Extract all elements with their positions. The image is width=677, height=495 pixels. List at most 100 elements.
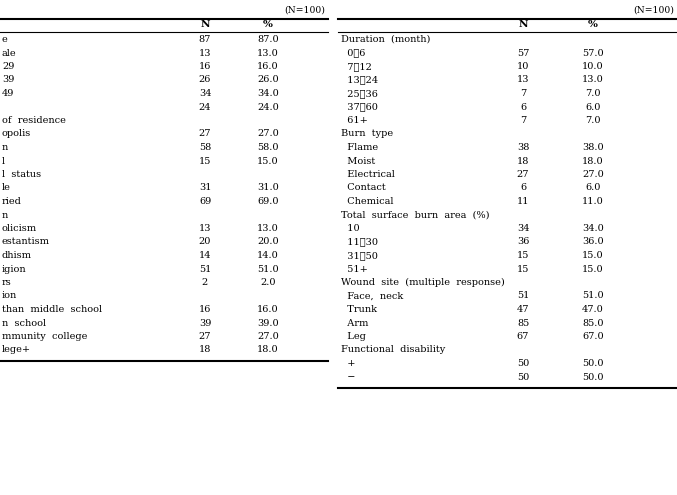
Text: %: %: [588, 20, 598, 29]
Text: 67: 67: [517, 332, 529, 341]
Text: 16: 16: [199, 305, 211, 314]
Text: 14: 14: [199, 251, 211, 260]
Text: 10: 10: [517, 62, 529, 71]
Text: 6: 6: [520, 102, 526, 111]
Text: 7.0: 7.0: [585, 89, 600, 98]
Text: e: e: [2, 35, 7, 44]
Text: 51.0: 51.0: [257, 264, 279, 274]
Text: (N=100): (N=100): [633, 6, 674, 15]
Text: 50: 50: [517, 373, 529, 382]
Text: 6: 6: [520, 184, 526, 193]
Text: 57: 57: [517, 49, 529, 57]
Text: Burn  type: Burn type: [341, 130, 393, 139]
Text: 27.0: 27.0: [582, 170, 604, 179]
Text: rs: rs: [2, 278, 12, 287]
Text: 13: 13: [199, 224, 211, 233]
Text: 69: 69: [199, 197, 211, 206]
Text: opolis: opolis: [2, 130, 31, 139]
Text: 7.0: 7.0: [585, 116, 600, 125]
Text: olicism: olicism: [2, 224, 37, 233]
Text: n  school: n school: [2, 318, 46, 328]
Text: 39.0: 39.0: [257, 318, 279, 328]
Text: Leg: Leg: [341, 332, 366, 341]
Text: 39: 39: [2, 76, 14, 85]
Text: Trunk: Trunk: [341, 305, 377, 314]
Text: than  middle  school: than middle school: [2, 305, 102, 314]
Text: mmunity  college: mmunity college: [2, 332, 87, 341]
Text: 13.0: 13.0: [257, 49, 279, 57]
Text: 20.0: 20.0: [257, 238, 279, 247]
Text: of  residence: of residence: [2, 116, 66, 125]
Text: 10: 10: [341, 224, 359, 233]
Text: 13∾24: 13∾24: [341, 76, 378, 85]
Text: 13: 13: [199, 49, 211, 57]
Text: 10.0: 10.0: [582, 62, 604, 71]
Text: 24: 24: [199, 102, 211, 111]
Text: Arm: Arm: [341, 318, 368, 328]
Text: 7: 7: [520, 116, 526, 125]
Text: 13: 13: [517, 76, 529, 85]
Text: 2: 2: [202, 278, 208, 287]
Text: 29: 29: [2, 62, 14, 71]
Text: 27: 27: [517, 170, 529, 179]
Text: 31∾50: 31∾50: [341, 251, 378, 260]
Text: igion: igion: [2, 264, 26, 274]
Text: 0∾6: 0∾6: [341, 49, 366, 57]
Text: 7: 7: [520, 89, 526, 98]
Text: 85.0: 85.0: [582, 318, 604, 328]
Text: %: %: [263, 20, 273, 29]
Text: 38: 38: [517, 143, 529, 152]
Text: 58.0: 58.0: [257, 143, 279, 152]
Text: n: n: [2, 210, 8, 219]
Text: 11: 11: [517, 197, 529, 206]
Text: 18: 18: [199, 346, 211, 354]
Text: 58: 58: [199, 143, 211, 152]
Text: Electrical: Electrical: [341, 170, 395, 179]
Text: N: N: [519, 20, 528, 29]
Text: ion: ion: [2, 292, 17, 300]
Text: l  status: l status: [2, 170, 41, 179]
Text: +: +: [341, 359, 355, 368]
Text: 34: 34: [517, 224, 529, 233]
Text: 27.0: 27.0: [257, 332, 279, 341]
Text: 69.0: 69.0: [257, 197, 279, 206]
Text: 18: 18: [517, 156, 529, 165]
Text: 20: 20: [199, 238, 211, 247]
Text: lege+: lege+: [2, 346, 31, 354]
Text: le: le: [2, 184, 11, 193]
Text: 85: 85: [517, 318, 529, 328]
Text: 87: 87: [199, 35, 211, 44]
Text: 16: 16: [199, 62, 211, 71]
Text: 34.0: 34.0: [582, 224, 604, 233]
Text: 50.0: 50.0: [582, 359, 604, 368]
Text: Wound  site  (multiple  response): Wound site (multiple response): [341, 278, 505, 287]
Text: Moist: Moist: [341, 156, 375, 165]
Text: 47.0: 47.0: [582, 305, 604, 314]
Text: 18.0: 18.0: [257, 346, 279, 354]
Text: 27: 27: [199, 130, 211, 139]
Text: N: N: [200, 20, 210, 29]
Text: 49: 49: [2, 89, 14, 98]
Text: ale: ale: [2, 49, 17, 57]
Text: 6.0: 6.0: [586, 184, 600, 193]
Text: 15.0: 15.0: [582, 264, 604, 274]
Text: ried: ried: [2, 197, 22, 206]
Text: 51.0: 51.0: [582, 292, 604, 300]
Text: 47: 47: [517, 305, 529, 314]
Text: 25∾36: 25∾36: [341, 89, 378, 98]
Text: 87.0: 87.0: [257, 35, 279, 44]
Text: 6.0: 6.0: [586, 102, 600, 111]
Text: 15.0: 15.0: [582, 251, 604, 260]
Text: −: −: [341, 373, 355, 382]
Text: 36: 36: [517, 238, 529, 247]
Text: 11.0: 11.0: [582, 197, 604, 206]
Text: Contact: Contact: [341, 184, 386, 193]
Text: Functional  disability: Functional disability: [341, 346, 445, 354]
Text: 15.0: 15.0: [257, 156, 279, 165]
Text: 2.0: 2.0: [260, 278, 276, 287]
Text: 16.0: 16.0: [257, 62, 279, 71]
Text: n: n: [2, 143, 8, 152]
Text: l: l: [2, 156, 5, 165]
Text: Duration  (month): Duration (month): [341, 35, 431, 44]
Text: 27.0: 27.0: [257, 130, 279, 139]
